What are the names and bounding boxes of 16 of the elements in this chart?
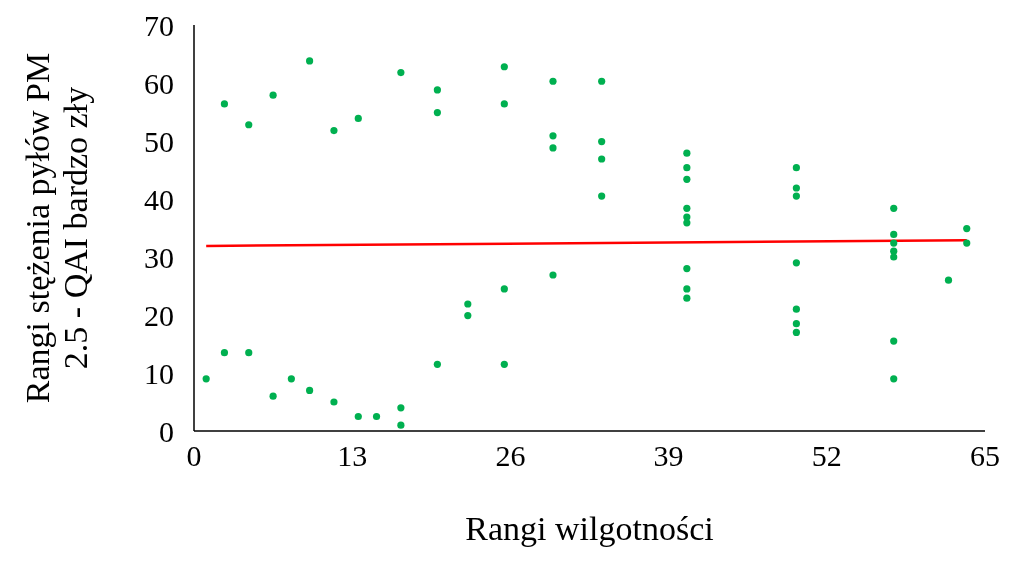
y-tick-label: 30 (144, 240, 174, 274)
y-tick-label: 0 (159, 414, 174, 448)
y-tick-label: 20 (144, 298, 174, 332)
y-axis-title: Rangi stężenia pyłów PM 2.5 - QAI bardzo zły (19, 52, 94, 404)
x-tick-label: 13 (337, 439, 368, 473)
y-tick-label: 10 (144, 356, 174, 390)
x-tick-label: 39 (653, 439, 684, 473)
y-tick-label: 40 (144, 182, 174, 216)
x-tick-label: 65 (970, 439, 1000, 473)
y-tick-label: 50 (144, 124, 174, 158)
y-tick-label: 60 (144, 66, 174, 100)
x-tick-label: 26 (495, 439, 526, 473)
x-tick-label: 0 (186, 439, 202, 473)
x-tick-label: 52 (811, 439, 842, 473)
x-axis-title: Rangi wilgotności (465, 510, 714, 547)
y-tick-label: 70 (144, 8, 174, 42)
